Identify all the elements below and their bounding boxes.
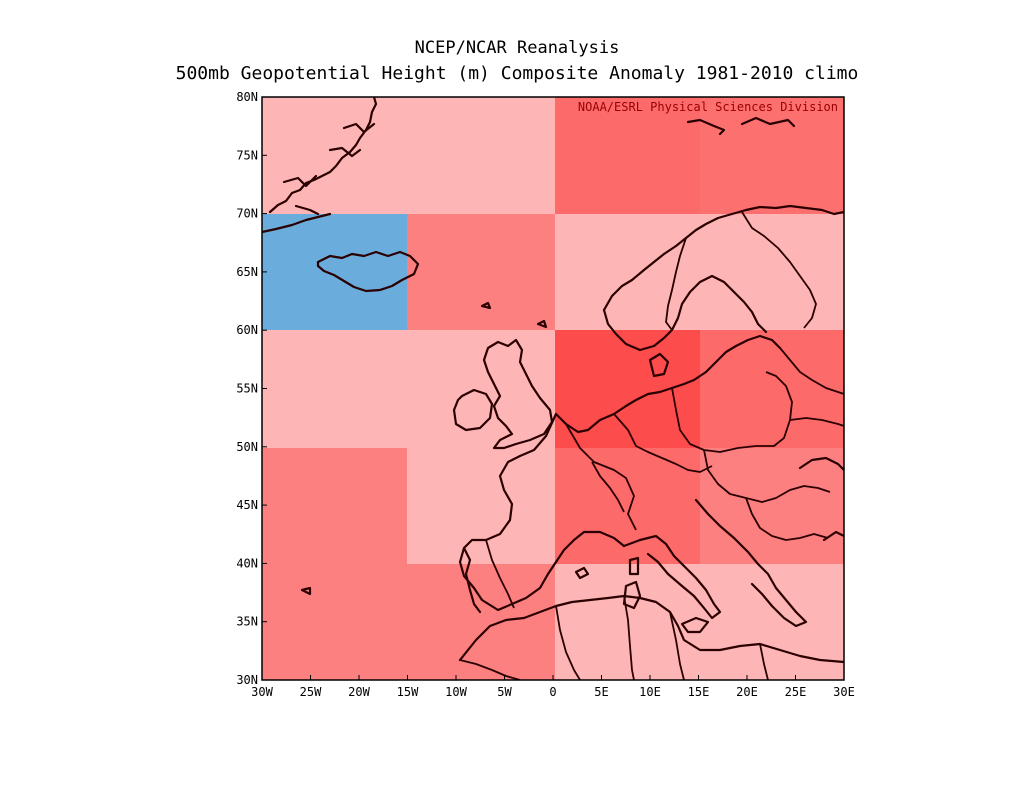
scandinavia-coast bbox=[602, 204, 844, 352]
grid-cell bbox=[262, 564, 407, 680]
x-tick-label: 25W bbox=[300, 685, 322, 699]
x-tick-label: 15E bbox=[688, 685, 710, 699]
y-tick-label: 50N bbox=[236, 440, 258, 454]
coastlines bbox=[262, 97, 844, 664]
y-tick-label: 65N bbox=[236, 265, 258, 279]
map-subtitle: 500mb Geopotential Height (m) Composite … bbox=[175, 63, 859, 84]
sicily-coast bbox=[680, 616, 710, 634]
border-line bbox=[669, 611, 769, 680]
border-line bbox=[459, 659, 521, 680]
grid-cell bbox=[262, 97, 407, 214]
border-line bbox=[565, 423, 637, 531]
grid-cell bbox=[555, 97, 700, 214]
italy-coast bbox=[622, 534, 722, 620]
axes: 30W 25W 20W 15W 10W 5W 0 5E 10E 15E 20E 25E 30E 80N 75… bbox=[236, 90, 855, 699]
country-borders bbox=[459, 347, 844, 680]
y-tick-label: 60N bbox=[236, 323, 258, 337]
great-britain-coast bbox=[482, 338, 554, 450]
x-tick-label: 5W bbox=[497, 685, 512, 699]
grid-cell bbox=[262, 330, 407, 448]
border-line bbox=[555, 595, 635, 680]
grid-cell bbox=[700, 448, 844, 564]
grid-cell bbox=[407, 564, 555, 680]
x-tick-label: 5E bbox=[594, 685, 608, 699]
grid-cell bbox=[407, 448, 555, 564]
baltic-coast bbox=[648, 334, 782, 382]
x-tick-label: 30W bbox=[251, 685, 273, 699]
border-line bbox=[779, 347, 844, 395]
x-tick-label: 30E bbox=[833, 685, 855, 699]
greenland-fjords bbox=[282, 122, 376, 216]
iberia-west-coast bbox=[462, 546, 482, 614]
north-africa-coast bbox=[458, 594, 844, 664]
shetland bbox=[536, 319, 548, 329]
border-line bbox=[789, 417, 844, 427]
greenland-coast bbox=[268, 97, 378, 214]
y-tick-label: 30N bbox=[236, 673, 258, 687]
x-tick-label: 0 bbox=[549, 685, 556, 699]
x-tick-label: 10E bbox=[639, 685, 661, 699]
x-tick-label: 15W bbox=[397, 685, 419, 699]
iceland-coast bbox=[316, 250, 420, 293]
grid-cell bbox=[407, 214, 555, 330]
svalbard-coast bbox=[686, 116, 796, 136]
x-tick-label: 10W bbox=[445, 685, 467, 699]
balkans-coast bbox=[694, 498, 808, 628]
corsica-coast bbox=[628, 556, 640, 576]
border-line bbox=[671, 371, 793, 453]
grid-cell bbox=[262, 448, 407, 564]
grid-cell bbox=[407, 97, 555, 214]
border-line bbox=[485, 539, 515, 609]
border-line bbox=[703, 449, 831, 503]
y-tick-label: 80N bbox=[236, 90, 258, 104]
y-tick-label: 55N bbox=[236, 382, 258, 396]
x-tick-label: 20W bbox=[348, 685, 370, 699]
norway-sweden-border bbox=[665, 237, 687, 331]
y-tick-label: 40N bbox=[236, 556, 258, 570]
credit-label: NOAA/ESRL Physical Sciences Division bbox=[578, 100, 838, 114]
grid-cell bbox=[700, 214, 844, 330]
faroe-islands bbox=[480, 301, 492, 310]
balearic-islands bbox=[574, 566, 590, 580]
grid-cell bbox=[700, 97, 844, 214]
y-tick-label: 70N bbox=[236, 207, 258, 221]
border-line bbox=[613, 413, 713, 473]
y-tick-label: 45N bbox=[236, 498, 258, 512]
madeira-island bbox=[300, 586, 312, 596]
grid-cell bbox=[700, 330, 844, 448]
x-tick-label: 20E bbox=[736, 685, 758, 699]
greenland-south-coast bbox=[262, 212, 332, 234]
finland-border bbox=[741, 211, 817, 329]
anomaly-grid bbox=[262, 97, 844, 680]
y-tick-label: 35N bbox=[236, 615, 258, 629]
y-tick-label: 75N bbox=[236, 148, 258, 162]
x-tick-label: 25E bbox=[785, 685, 807, 699]
ireland-coast bbox=[452, 388, 494, 432]
map-title: NCEP/NCAR Reanalysis bbox=[414, 38, 620, 58]
grid-cell bbox=[555, 214, 700, 330]
border-line bbox=[591, 461, 625, 513]
grid-cell bbox=[262, 214, 407, 330]
border-line bbox=[745, 497, 829, 541]
